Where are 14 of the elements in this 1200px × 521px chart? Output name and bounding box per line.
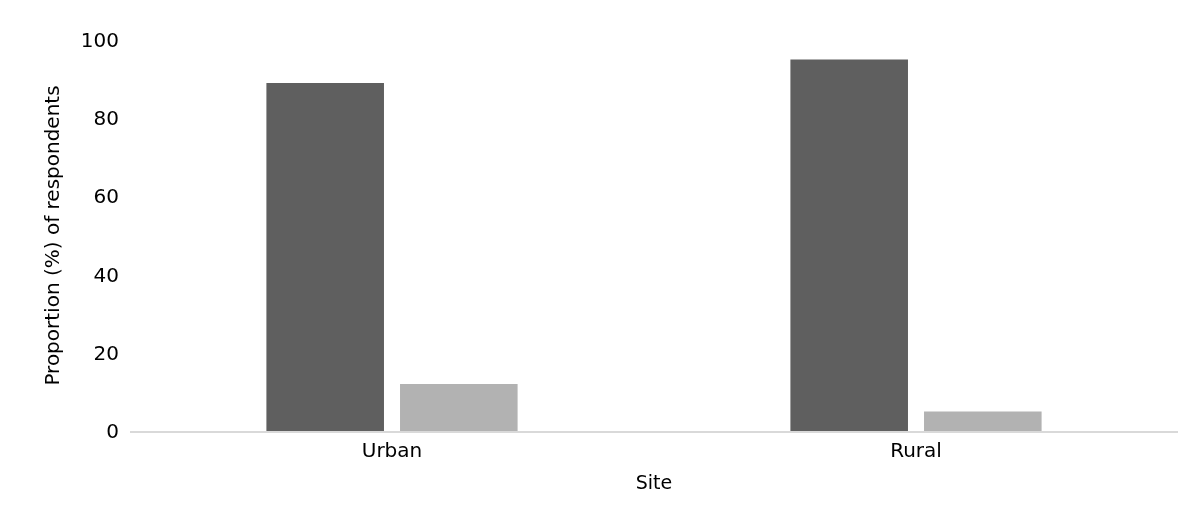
y-tick-label: 100 — [80, 28, 119, 52]
bar — [924, 411, 1042, 431]
bar — [266, 83, 384, 431]
y-tick-label: 20 — [93, 340, 119, 365]
y-tick-label: 60 — [93, 184, 119, 209]
y-tick-label: 40 — [93, 262, 119, 287]
y-tick-label: 0 — [106, 419, 119, 443]
y-tick-label: 80 — [93, 106, 119, 131]
x-tick-label: Urban — [361, 437, 423, 462]
bar — [790, 59, 908, 431]
bar — [400, 384, 518, 431]
x-axis-title: Site — [635, 471, 673, 494]
x-tick-label: Rural — [890, 437, 942, 462]
y-axis-title: Proportion (%) of respondents — [40, 85, 65, 386]
